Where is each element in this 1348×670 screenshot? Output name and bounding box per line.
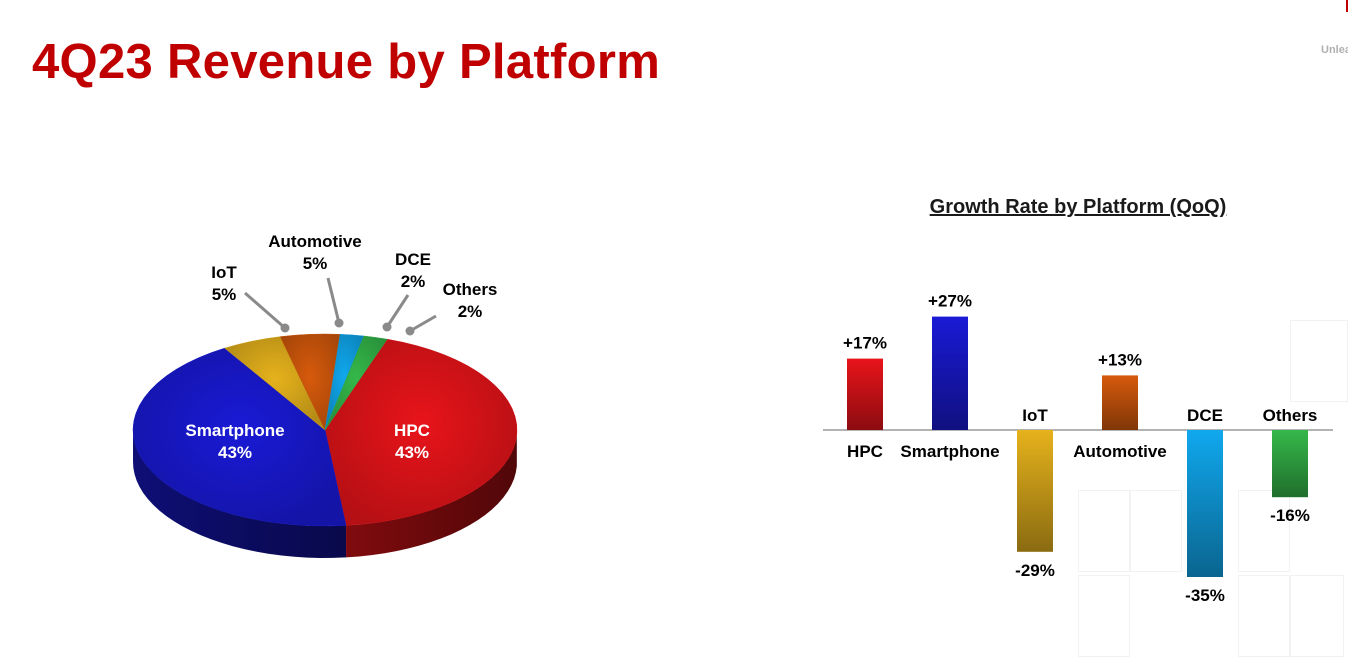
corner-logo-text: Unleash xyxy=(1321,44,1348,56)
bar-category-smartphone: Smartphone xyxy=(900,442,999,461)
pie-slice-smartphone xyxy=(132,347,347,527)
bar-iot xyxy=(1017,430,1053,552)
bar-category-others: Others xyxy=(1263,406,1318,425)
bar-value-others: -16% xyxy=(1270,506,1310,525)
leader-line-dce xyxy=(385,294,410,328)
pie-label-iot: IoT xyxy=(211,263,237,282)
bar-hpc xyxy=(847,358,883,430)
leader-dot-iot xyxy=(280,323,290,333)
bar-category-iot: IoT xyxy=(1022,406,1048,425)
growth-bar-chart: Growth Rate by Platform (QoQ) +17% HPC +27%… xyxy=(810,180,1348,670)
pie-slice-others xyxy=(324,335,388,431)
bar-category-hpc: HPC xyxy=(847,442,883,461)
pie-value-dce: 2% xyxy=(401,272,426,291)
revenue-pie-svg: HPC 43% Smartphone 43% IoT 5% Automotive 5% DCE 2… xyxy=(132,232,518,558)
bar-value-hpc: +17% xyxy=(843,334,887,353)
pie-side-hpc xyxy=(346,434,517,558)
top-accent-mark xyxy=(1346,0,1348,12)
leader-line-iot xyxy=(244,291,286,330)
bar-dce xyxy=(1187,430,1223,577)
leader-line-automotive xyxy=(326,277,341,324)
background-grid-box xyxy=(1290,575,1344,657)
page-title: 4Q23 Revenue by Platform xyxy=(32,35,661,89)
bar-automotive xyxy=(1102,375,1138,430)
pie-value-others: 2% xyxy=(458,302,483,321)
pie-value-iot: 5% xyxy=(212,285,237,304)
bar-chart-title: Growth Rate by Platform (QoQ) xyxy=(930,196,1227,218)
pie-value-smartphone: 43% xyxy=(218,443,252,462)
leader-dot-others xyxy=(405,326,415,336)
bar-value-smartphone: +27% xyxy=(928,292,972,311)
bar-smartphone xyxy=(932,316,968,430)
bar-others xyxy=(1272,430,1308,498)
leader-dot-automotive xyxy=(334,318,344,328)
pie-slice-hpc xyxy=(324,338,518,526)
leader-line-others xyxy=(409,314,437,333)
background-grid-box xyxy=(1078,575,1130,657)
revenue-pie-chart: HPC 43% Smartphone 43% IoT 5% Automotive 5% DCE 2… xyxy=(110,220,550,590)
pie-label-smartphone: Smartphone xyxy=(185,421,284,440)
pie-value-automotive: 5% xyxy=(303,254,328,273)
bar-category-automotive: Automotive xyxy=(1073,442,1167,461)
pie-label-hpc: HPC xyxy=(394,421,430,440)
pie-side-smartphone xyxy=(133,429,347,558)
pie-label-others: Others xyxy=(443,280,498,299)
pie-value-hpc: 43% xyxy=(395,443,429,462)
growth-bar-svg: Growth Rate by Platform (QoQ) +17% HPC +27%… xyxy=(823,196,1333,605)
background-grid-box xyxy=(1078,490,1130,572)
leader-dot-dce xyxy=(382,322,392,332)
bar-value-iot: -29% xyxy=(1015,561,1055,580)
bar-value-dce: -35% xyxy=(1185,586,1225,605)
background-grid-box xyxy=(1130,490,1182,572)
bar-value-automotive: +13% xyxy=(1098,350,1142,369)
pie-label-dce: DCE xyxy=(395,250,431,269)
background-grid-box xyxy=(1238,575,1290,657)
background-grid-box xyxy=(1238,490,1290,572)
bar-category-dce: DCE xyxy=(1187,406,1223,425)
pie-label-automotive: Automotive xyxy=(268,232,362,251)
